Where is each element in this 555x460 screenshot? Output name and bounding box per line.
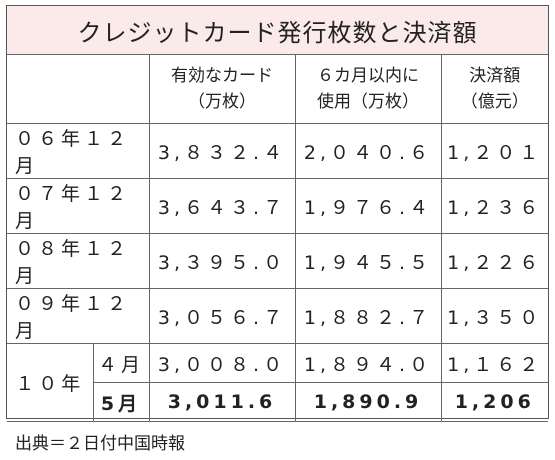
- header-valid-cards: 有効なカード（万枚）: [149, 55, 295, 124]
- cards-value: 3,０５６.７: [149, 289, 295, 344]
- cards-value: 3,００８.０: [149, 344, 295, 383]
- amount-value: 1,３５０: [441, 289, 548, 344]
- card-statistics-table: クレジットカード発行枚数と決済額 有効なカード（万枚） ６カ月以内に使用（万枚）…: [6, 5, 549, 419]
- cards-value: 3,011.6: [149, 383, 295, 422]
- amount-value: 1,206: [441, 383, 548, 422]
- used-value: 1,８８２.７: [295, 289, 441, 344]
- used-value: 1,９４５.５: [295, 234, 441, 289]
- table-row: ０９年１２月 3,０５６.７ 1,８８２.７ 1,３５０: [7, 289, 548, 344]
- amount-value: 1,２３６: [441, 179, 548, 234]
- used-value: 1,890.9: [295, 383, 441, 422]
- used-value: 1,８９４.０: [295, 344, 441, 383]
- source-note: 出典＝２日付中国時報: [7, 422, 548, 460]
- month-label: 5月: [93, 383, 149, 422]
- cards-value: 3,３９５.０: [149, 234, 295, 289]
- table-row: １０年 ４月 3,００８.０ 1,８９４.０ 1,１６２: [7, 344, 548, 383]
- amount-value: 1,２２６: [441, 234, 548, 289]
- used-value: 1,９７６.４: [295, 179, 441, 234]
- table-row: ０６年１２月 3,８３２.４ 2,０４０.６ 1,２０１: [7, 124, 548, 179]
- header-blank: [7, 55, 149, 124]
- used-value: 2,０４０.６: [295, 124, 441, 179]
- table-row: ０８年１２月 3,３９５.０ 1,９４５.５ 1,２２６: [7, 234, 548, 289]
- row-label: ０９年１２月: [7, 289, 149, 344]
- amount-value: 1,２０１: [441, 124, 548, 179]
- table-row: ０７年１２月 3,６４３.７ 1,９７６.４ 1,２３６: [7, 179, 548, 234]
- row-label: ０８年１２月: [7, 234, 149, 289]
- cards-value: 3,８３２.４: [149, 124, 295, 179]
- data-table: クレジットカード発行枚数と決済額 有効なカード（万枚） ６カ月以内に使用（万枚）…: [7, 6, 548, 460]
- month-label: ４月: [93, 344, 149, 383]
- cards-value: 3,６４３.７: [149, 179, 295, 234]
- year-2010-label: １０年: [7, 344, 93, 422]
- row-label: ０６年１２月: [7, 124, 149, 179]
- amount-value: 1,１６２: [441, 344, 548, 383]
- header-amount: 決済額（億元）: [441, 55, 548, 124]
- header-used-cards: ６カ月以内に使用（万枚）: [295, 55, 441, 124]
- row-label: ０７年１２月: [7, 179, 149, 234]
- table-title: クレジットカード発行枚数と決済額: [7, 6, 548, 55]
